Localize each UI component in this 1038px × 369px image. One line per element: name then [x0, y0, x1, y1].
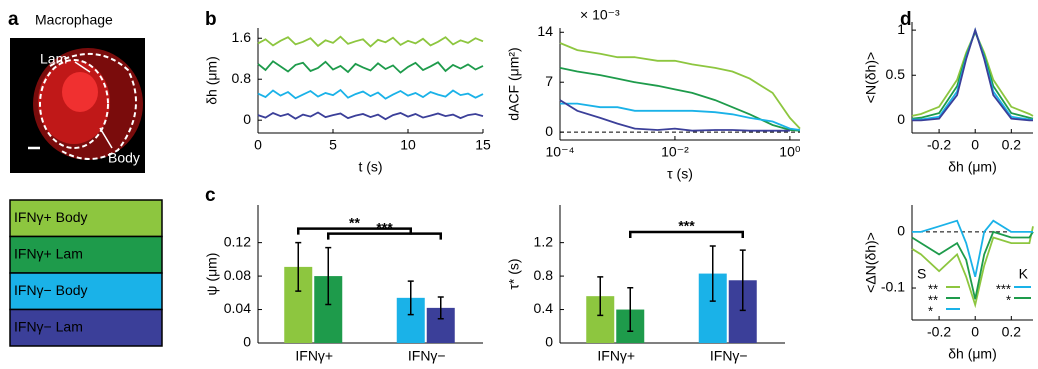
- y-tick-label: 0.8: [534, 267, 554, 283]
- y-tick-label: 0.12: [224, 233, 251, 249]
- stat-stars: *: [1006, 292, 1011, 307]
- x-tick-label: IFNγ−: [710, 348, 748, 364]
- panel-label: a: [8, 9, 19, 30]
- data-line: [258, 113, 483, 120]
- data-line: [560, 100, 790, 131]
- x-tick-label: IFNγ+: [295, 348, 333, 364]
- image-label: Body: [108, 150, 140, 166]
- x-tick-label: 10⁰: [779, 144, 801, 160]
- x-tick-label: 0: [254, 137, 262, 153]
- figure: a b c d Macrophage Lam Body IFNγ+ BodyIF…: [0, 0, 1038, 369]
- x-tick-label: 0: [971, 137, 979, 153]
- panel-label: c: [205, 185, 216, 206]
- stat-group-label: K: [1019, 266, 1029, 282]
- y-tick-label: 0: [897, 223, 905, 239]
- x-tick-label: 10: [400, 137, 416, 153]
- data-line: [912, 32, 1033, 116]
- image-title: Macrophage: [35, 12, 113, 28]
- data-line: [912, 30, 1033, 119]
- x-tick-label: IFNγ+: [597, 348, 635, 364]
- x-tick-label: 15: [475, 137, 491, 153]
- y-tick-label: 0: [243, 111, 251, 127]
- axis-multiplier: × 10⁻³: [580, 7, 620, 23]
- legend-label: IFNγ+ Body: [14, 209, 88, 225]
- x-tick-label: IFNγ−: [408, 348, 446, 364]
- significance-label: **: [349, 214, 360, 230]
- y-tick-label: 1.2: [534, 233, 554, 249]
- x-axis-label: τ (s): [667, 166, 693, 182]
- y-axis-label: <N(δh)>: [863, 52, 879, 103]
- x-axis-label: δh (μm): [948, 346, 997, 362]
- legend-label: IFNγ+ Lam: [14, 246, 83, 262]
- y-axis-label: δh (μm): [204, 56, 220, 105]
- x-tick-label: 5: [329, 137, 337, 153]
- y-tick-label: 0.5: [886, 66, 906, 82]
- x-tick-label: 0: [971, 324, 979, 340]
- x-tick-label: 10⁻²: [661, 144, 689, 160]
- x-tick-label: 0.2: [1002, 324, 1022, 340]
- y-tick-label: 0.8: [232, 70, 252, 86]
- data-line: [912, 32, 1033, 119]
- data-line: [560, 68, 800, 131]
- x-tick-label: 10⁻⁴: [546, 144, 575, 160]
- significance-label: ***: [376, 219, 393, 235]
- y-tick-label: -0.1: [881, 279, 905, 295]
- y-tick-label: 7: [545, 73, 553, 89]
- x-tick-label: -0.2: [927, 324, 951, 340]
- y-tick-label: 0: [545, 123, 553, 139]
- legend-label: IFNγ− Body: [14, 282, 88, 298]
- data-line: [258, 37, 483, 47]
- panel-label: b: [205, 9, 217, 30]
- y-axis-label: τ* (s): [506, 258, 522, 289]
- legend-label: IFNγ− Lam: [14, 319, 83, 335]
- y-tick-label: 0.08: [224, 267, 251, 283]
- y-tick-label: 0: [545, 334, 553, 350]
- significance-label: ***: [678, 218, 695, 234]
- y-tick-label: 1: [897, 21, 905, 37]
- y-tick-label: 0.4: [534, 300, 554, 316]
- y-axis-label: ψ (μm): [204, 253, 220, 296]
- data-line: [258, 61, 483, 72]
- x-tick-label: 0.2: [1002, 137, 1022, 153]
- stat-group-label: S: [917, 266, 926, 282]
- x-axis-label: δh (μm): [948, 159, 997, 175]
- y-tick-label: 0: [243, 334, 251, 350]
- y-axis-label: <ΔN(δh)>: [863, 232, 879, 293]
- data-line: [912, 30, 1033, 120]
- y-tick-label: 0: [897, 111, 905, 127]
- y-tick-label: 1.6: [232, 29, 252, 45]
- image-label: Lam: [40, 51, 67, 67]
- x-axis-label: t (s): [358, 159, 382, 175]
- y-axis-label: dACF (μm²): [506, 47, 522, 120]
- x-tick-label: -0.2: [927, 137, 951, 153]
- y-tick-label: 0.04: [224, 300, 251, 316]
- data-line: [258, 90, 483, 99]
- y-tick-label: 14: [537, 23, 553, 39]
- stat-stars: *: [928, 303, 933, 318]
